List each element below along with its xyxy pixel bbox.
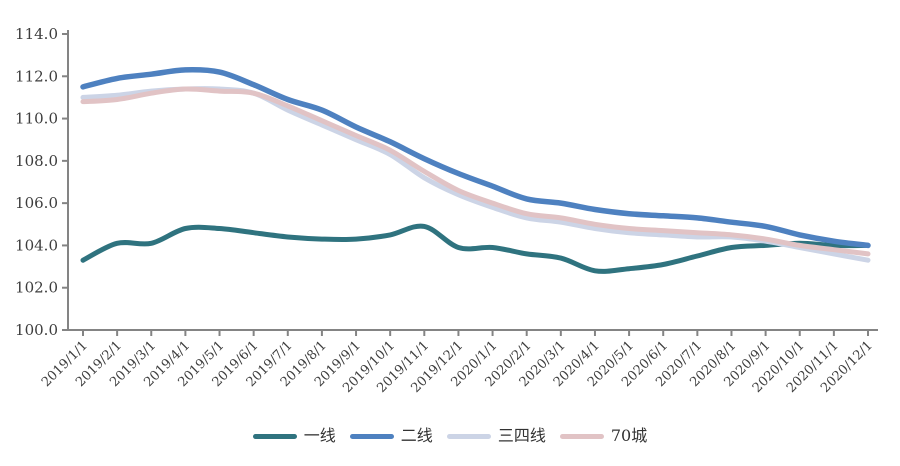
legend-label-seventy-cities: 70城 bbox=[610, 426, 648, 445]
legend-swatch-second-tier bbox=[349, 433, 394, 439]
legend-label-second-tier: 二线 bbox=[400, 426, 433, 445]
y-tick-label: 106.0 bbox=[15, 194, 58, 212]
legend-swatch-seventy-cities bbox=[559, 433, 604, 439]
series-line-second-tier bbox=[80, 67, 871, 249]
legend-item-seventy-cities: 70城 bbox=[559, 426, 648, 445]
legend-item-first-tier: 一线 bbox=[252, 426, 336, 445]
chart-legend: 一线 二线 三四线 70城 bbox=[0, 428, 900, 444]
y-tick-label: 112.0 bbox=[15, 67, 58, 85]
legend-label-first-tier: 一线 bbox=[303, 426, 336, 445]
line-chart-canvas: 100.0 102.0 104.0 106.0 108.0 110.0 112.0 114.0… bbox=[15, 25, 878, 396]
legend-item-second-tier: 二线 bbox=[349, 426, 433, 445]
y-tick-label: 102.0 bbox=[15, 279, 58, 297]
y-tick-label: 108.0 bbox=[15, 152, 58, 170]
y-tick-label: 110.0 bbox=[15, 110, 58, 128]
y-tick-label: 114.0 bbox=[15, 25, 58, 43]
y-tick-label: 104.0 bbox=[15, 236, 58, 254]
series-line-first-tier bbox=[80, 223, 871, 274]
legend-label-third-fourth-tier: 三四线 bbox=[497, 426, 546, 445]
legend-swatch-third-fourth-tier bbox=[446, 433, 491, 439]
series-line-seventy-cities bbox=[80, 86, 871, 257]
legend-item-third-fourth-tier: 三四线 bbox=[446, 426, 546, 445]
legend-swatch-first-tier bbox=[252, 433, 297, 439]
y-tick-label: 100.0 bbox=[15, 321, 58, 339]
